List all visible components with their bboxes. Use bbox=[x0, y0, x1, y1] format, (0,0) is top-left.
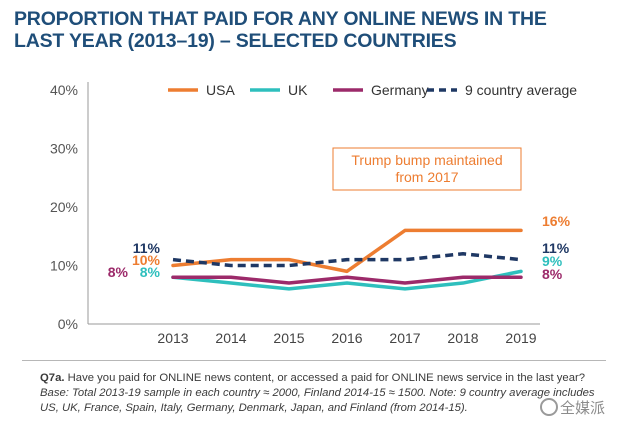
left-value-label-usa: 10% bbox=[132, 252, 161, 268]
left-value-label-uk: 8% bbox=[140, 264, 161, 280]
y-tick-label-40: 40% bbox=[50, 82, 78, 98]
chart-title-line-1: PROPORTION THAT PAID FOR ANY ONLINE NEWS… bbox=[14, 8, 547, 30]
legend-label-9-country-average: 9 country average bbox=[465, 82, 577, 98]
annotation-text-line-1: Trump bump maintained bbox=[351, 152, 502, 168]
x-tick-label-2017: 2017 bbox=[389, 330, 420, 346]
right-value-label-uk: 9% bbox=[542, 253, 563, 269]
legend-label-usa: USA bbox=[206, 82, 235, 98]
x-tick-label-2016: 2016 bbox=[331, 330, 362, 346]
x-tick-label-2014: 2014 bbox=[215, 330, 246, 346]
x-tick-label-2019: 2019 bbox=[505, 330, 536, 346]
footnote-question-text: Have you paid for ONLINE news content, o… bbox=[64, 372, 586, 384]
footnote-divider bbox=[22, 360, 606, 361]
legend-label-germany: Germany bbox=[371, 82, 429, 98]
footnote-note: Base: Total 2013-19 sample in each count… bbox=[40, 387, 595, 414]
chart-title-line-2: LAST YEAR (2013–19) – SELECTED COUNTRIES bbox=[14, 30, 457, 52]
left-value-label-germany: 8% bbox=[108, 264, 129, 280]
y-tick-label-0: 0% bbox=[58, 316, 78, 332]
chart-title: PROPORTION THAT PAID FOR ANY ONLINE NEWS… bbox=[14, 8, 614, 52]
x-tick-label-2015: 2015 bbox=[273, 330, 304, 346]
watermark-text: 全媒派 bbox=[560, 400, 606, 417]
x-tick-label-2013: 2013 bbox=[157, 330, 188, 346]
annotation-box bbox=[332, 147, 522, 191]
line-chart: 0% 10% 20% 30% 40% 2013 2014 2015 2016 2017 2018 20… bbox=[50, 82, 577, 346]
right-value-label-9-country-average: 11% bbox=[542, 240, 570, 256]
x-tick-label-2018: 2018 bbox=[447, 330, 478, 346]
y-tick-label-30: 30% bbox=[50, 141, 78, 157]
footnote: Q7a. Have you paid for ONLINE news conte… bbox=[40, 371, 600, 416]
legend-label-uk: UK bbox=[288, 82, 308, 98]
annotation-text-line-2: from 2017 bbox=[395, 169, 458, 185]
y-tick-label-20: 20% bbox=[50, 199, 78, 215]
right-value-label-germany: 8% bbox=[542, 266, 563, 282]
watermark-logo-icon bbox=[540, 398, 558, 416]
series-line-uk bbox=[171, 269, 523, 291]
watermark: 全媒派 bbox=[540, 397, 605, 418]
footnote-question-id: Q7a. bbox=[40, 372, 65, 384]
y-tick-label-10: 10% bbox=[50, 258, 78, 274]
right-value-label-usa: 16% bbox=[542, 213, 571, 229]
left-value-label-9-country-average: 11% bbox=[133, 240, 161, 256]
